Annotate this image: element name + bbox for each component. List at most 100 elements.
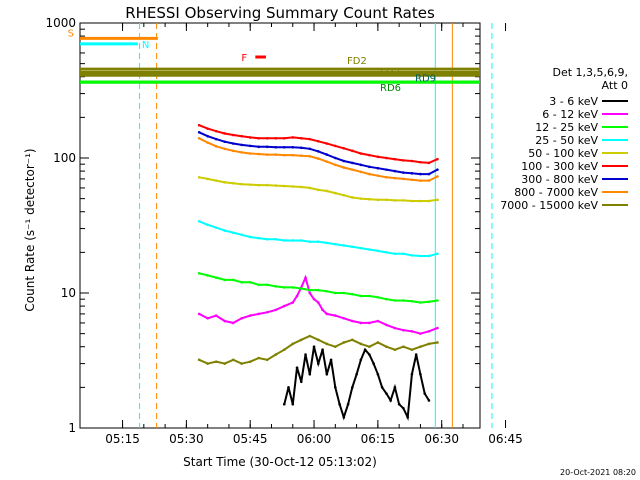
data-point xyxy=(223,278,226,282)
data-point xyxy=(393,299,397,302)
data-point xyxy=(351,319,354,323)
data-point xyxy=(282,402,286,406)
data-point xyxy=(274,136,278,140)
data-point xyxy=(248,152,252,155)
legend-label: 3 - 6 keV xyxy=(549,95,598,108)
series-line-6 xyxy=(198,131,438,176)
data-point xyxy=(231,181,235,185)
data-point xyxy=(334,345,337,349)
data-point xyxy=(342,159,346,163)
data-point xyxy=(410,254,414,257)
y-axis-label: Count Rate (s⁻¹ detector⁻¹) xyxy=(23,148,37,311)
data-point xyxy=(359,152,363,155)
data-point xyxy=(304,353,307,356)
data-point xyxy=(414,353,418,356)
data-point xyxy=(291,301,295,304)
data-point xyxy=(436,175,439,178)
data-point xyxy=(308,147,312,151)
x-tick-label: 05:15 xyxy=(105,432,140,446)
data-point xyxy=(359,163,363,167)
chart-title: RHESSI Observing Summary Count Rates xyxy=(125,4,435,22)
data-point xyxy=(206,134,209,138)
data-point xyxy=(355,372,358,376)
x-tick-label: 05:30 xyxy=(169,432,204,446)
data-point xyxy=(291,286,295,289)
data-point xyxy=(385,168,388,171)
data-point xyxy=(427,199,431,203)
data-point xyxy=(206,127,209,130)
x-tick-label: 06:45 xyxy=(488,432,523,446)
flag-label: F xyxy=(241,53,247,64)
y-tick-label: 100 xyxy=(53,151,76,165)
data-point xyxy=(325,289,329,293)
data-point xyxy=(231,142,235,145)
series-line-3 xyxy=(198,220,438,257)
data-point xyxy=(291,146,295,149)
data-point xyxy=(393,348,397,352)
data-point xyxy=(240,182,244,186)
data-point xyxy=(410,199,414,203)
data-point xyxy=(274,146,278,149)
data-point xyxy=(376,249,380,253)
flag-label: FD3 xyxy=(380,67,400,78)
data-point xyxy=(410,172,414,175)
data-point xyxy=(214,276,218,279)
data-point xyxy=(240,233,244,237)
data-point xyxy=(419,179,422,182)
data-point xyxy=(385,345,388,349)
data-point xyxy=(334,163,337,167)
data-point xyxy=(265,153,269,156)
legend-label: 7000 - 15000 keV xyxy=(500,199,598,212)
data-point xyxy=(338,402,341,406)
data-point xyxy=(393,252,397,256)
data-point xyxy=(197,271,201,275)
data-point xyxy=(436,168,439,171)
data-point xyxy=(308,186,312,190)
data-point xyxy=(402,171,405,174)
data-point xyxy=(325,153,329,156)
x-tick-label: 06:15 xyxy=(361,432,396,446)
data-point xyxy=(419,172,422,176)
data-point xyxy=(316,338,320,342)
data-point xyxy=(316,288,320,292)
data-point xyxy=(346,402,350,406)
data-point xyxy=(342,146,346,150)
data-point xyxy=(402,252,405,256)
data-point xyxy=(308,334,312,338)
data-point xyxy=(223,319,226,323)
data-point xyxy=(410,299,414,303)
data-point xyxy=(342,416,346,419)
legend-label: 25 - 50 keV xyxy=(535,134,598,147)
data-point xyxy=(274,353,278,356)
data-point xyxy=(325,189,329,193)
data-point xyxy=(240,134,244,138)
data-point xyxy=(393,326,397,330)
data-point xyxy=(359,246,363,250)
data-point xyxy=(402,199,405,202)
flag-label: RD9 xyxy=(415,73,436,84)
data-point xyxy=(359,294,363,298)
data-point xyxy=(368,294,371,298)
data-point xyxy=(436,341,439,344)
data-point xyxy=(265,310,269,314)
data-point xyxy=(351,245,354,249)
data-point xyxy=(436,299,439,302)
data-point xyxy=(368,197,371,201)
data-point xyxy=(206,362,209,365)
data-point xyxy=(436,157,439,161)
footer-timestamp: 20-Oct-2021 08:20 xyxy=(560,468,636,477)
data-point xyxy=(334,191,337,195)
data-point xyxy=(380,386,384,389)
x-axis-label: Start Time (30-Oct-12 05:13:02) xyxy=(183,455,377,469)
data-point xyxy=(248,144,252,148)
data-point xyxy=(368,165,371,169)
data-point xyxy=(274,285,278,288)
data-point xyxy=(299,185,303,189)
data-point xyxy=(321,308,324,312)
data-point xyxy=(376,155,380,159)
data-point xyxy=(419,199,422,203)
plot-frame xyxy=(79,22,481,429)
data-point xyxy=(410,159,414,163)
data-point xyxy=(295,294,299,298)
data-point xyxy=(265,237,269,241)
